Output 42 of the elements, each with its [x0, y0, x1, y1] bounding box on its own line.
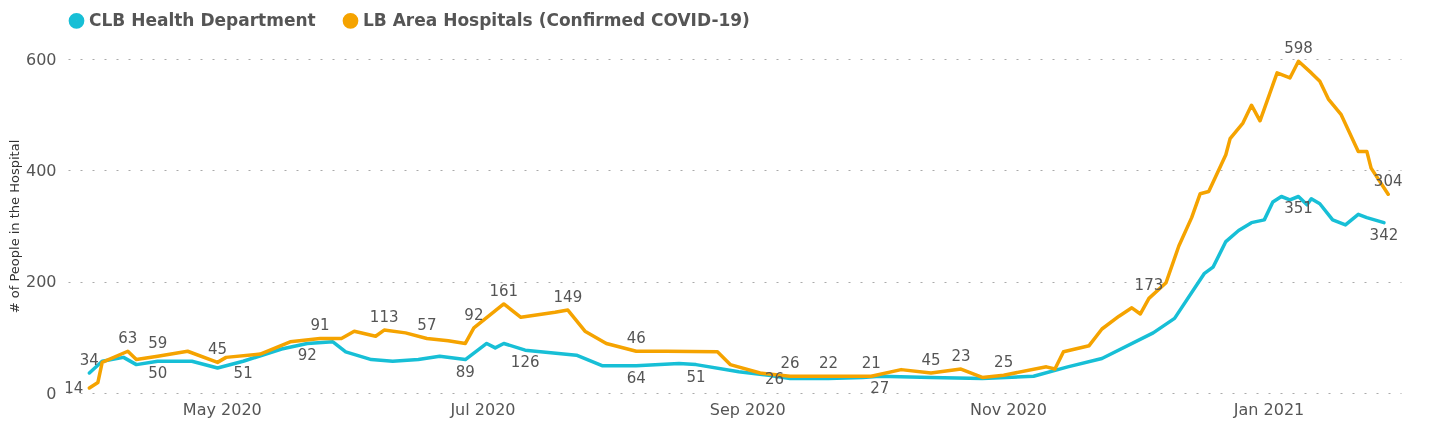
annotation: 22	[818, 354, 839, 373]
annotation: 113	[369, 308, 399, 327]
annotation: 45	[207, 340, 228, 359]
annotation: 51	[686, 367, 706, 386]
annotation: 91	[310, 316, 330, 335]
x-tick-label: Jan 2021	[1232, 399, 1305, 419]
annotation: 46	[626, 329, 646, 348]
x-tick-label: Jul 2020	[449, 399, 516, 419]
annotation: 59	[148, 334, 168, 353]
legend-label: CLB Health Department	[89, 9, 316, 30]
annotation: 92	[464, 305, 484, 324]
annotation: 25	[994, 353, 1014, 372]
y-tick-label: 400	[25, 160, 57, 180]
annotation: 63	[118, 329, 138, 348]
annotation: 89	[455, 362, 475, 381]
annotation: 351	[1284, 199, 1313, 218]
annotation: 173	[1134, 276, 1164, 295]
y-tick-label: 0	[46, 383, 57, 403]
annotation: 34	[79, 350, 99, 369]
x-tick-label: Sep 2020	[709, 399, 786, 419]
annotation: 57	[417, 316, 437, 335]
annotation: 126	[510, 353, 540, 372]
y-axis-title: # of People in the Hospital	[6, 139, 22, 314]
annotation: 342	[1369, 225, 1399, 244]
annotation: 161	[489, 281, 519, 300]
y-tick-label: 200	[25, 272, 57, 292]
x-tick-label: May 2020	[182, 399, 262, 419]
annotation: 45	[921, 350, 941, 369]
annotation: 149	[553, 288, 583, 307]
annotation: 50	[148, 364, 168, 383]
annotation: 27	[870, 379, 890, 398]
legend-label: LB Area Hospitals (Confirmed COVID-19)	[363, 9, 750, 30]
annotation: 21	[861, 354, 881, 373]
x-tick-label: Nov 2020	[969, 399, 1047, 419]
annotation: 64	[626, 368, 646, 387]
annotation: 51	[233, 364, 253, 383]
annotation: 26	[780, 354, 800, 373]
annotation: 598	[1284, 39, 1313, 58]
annotation: 23	[951, 347, 971, 366]
annotation: 92	[297, 346, 317, 365]
y-tick-label: 600	[25, 49, 57, 69]
annotation: 14	[64, 378, 84, 397]
